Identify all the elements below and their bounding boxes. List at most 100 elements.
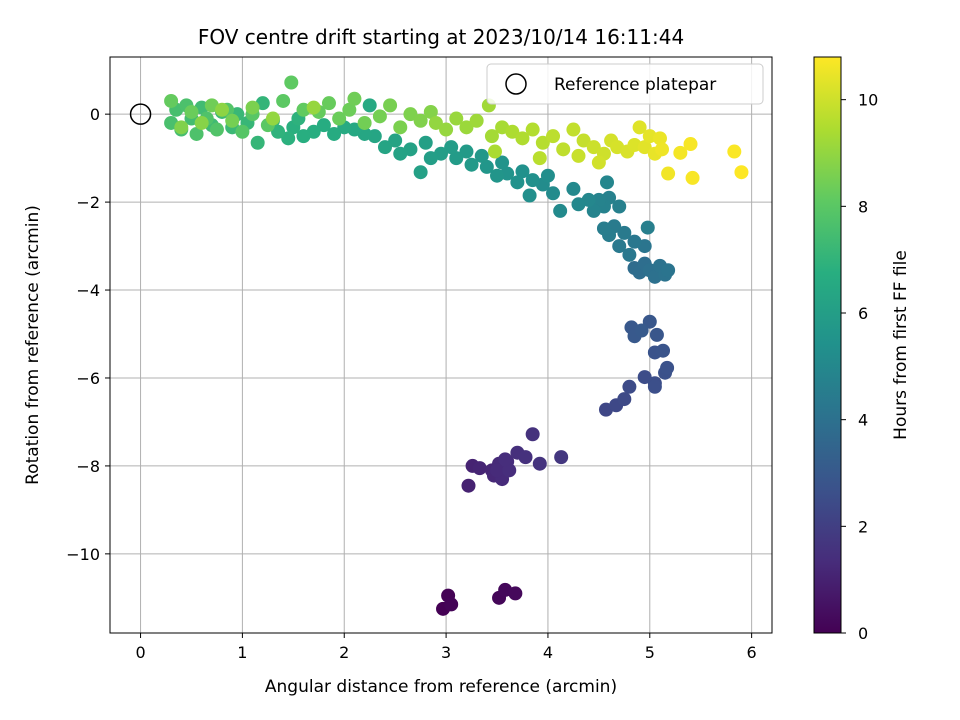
data-point xyxy=(439,122,454,137)
data-point xyxy=(586,203,601,218)
data-point xyxy=(683,137,698,152)
data-point xyxy=(515,164,530,179)
data-point xyxy=(661,263,676,278)
data-point xyxy=(265,111,280,126)
data-point xyxy=(634,323,649,338)
y-tick-label: −8 xyxy=(76,457,100,476)
data-point xyxy=(281,131,296,146)
data-point xyxy=(649,327,664,342)
data-point xyxy=(449,151,464,166)
axis-ticks: 0 1 2 3 4 5 6 0 −2 −4 −6 −8 −10 xyxy=(66,105,756,662)
x-axis-label: Angular distance from reference (arcmin) xyxy=(265,677,617,697)
data-point xyxy=(586,140,601,155)
colorbar-tick-label: 2 xyxy=(858,517,868,536)
data-point xyxy=(632,120,647,135)
data-point xyxy=(532,456,547,471)
data-point xyxy=(685,170,700,185)
data-point xyxy=(413,113,428,128)
data-point xyxy=(515,131,530,146)
data-point xyxy=(209,122,224,137)
data-point xyxy=(225,113,240,128)
colorbar-label: Hours from first FF file xyxy=(891,250,911,440)
x-tick-label: 5 xyxy=(645,643,655,662)
data-point xyxy=(727,144,742,159)
colorbar-tick-label: 8 xyxy=(858,197,868,216)
data-point xyxy=(469,113,484,128)
data-point xyxy=(321,96,336,111)
data-point xyxy=(342,102,357,117)
colorbar-tick-label: 10 xyxy=(858,91,878,110)
data-point xyxy=(423,104,438,119)
data-point xyxy=(566,181,581,196)
data-point xyxy=(553,203,568,218)
y-axis-label: Rotation from reference (arcmin) xyxy=(23,205,43,485)
data-point xyxy=(566,122,581,137)
data-point xyxy=(459,120,474,135)
data-point xyxy=(271,124,286,139)
data-point xyxy=(535,135,550,150)
data-point xyxy=(464,157,479,172)
data-point xyxy=(591,155,606,170)
plot-area: 0 1 2 3 4 5 6 0 −2 −4 −6 −8 −10 xyxy=(66,56,773,662)
data-point xyxy=(423,151,438,166)
data-point xyxy=(284,75,299,90)
colorbar: 0 2 4 6 8 10 Hours from first FF file xyxy=(813,56,911,643)
data-point xyxy=(647,379,662,394)
data-point xyxy=(245,100,260,115)
data-point xyxy=(612,239,627,254)
data-point xyxy=(525,122,540,137)
data-point xyxy=(164,93,179,108)
data-point xyxy=(174,120,189,135)
data-point xyxy=(571,197,586,212)
data-point xyxy=(652,131,667,146)
data-point xyxy=(576,133,591,148)
data-point xyxy=(622,247,637,262)
y-tick-label: 0 xyxy=(90,105,100,124)
data-point xyxy=(673,145,688,160)
data-point xyxy=(484,129,499,144)
data-point xyxy=(532,151,547,166)
data-point xyxy=(383,98,398,113)
data-point xyxy=(554,450,569,465)
data-point xyxy=(332,111,347,126)
data-point xyxy=(596,221,611,236)
colorbar-tick-label: 0 xyxy=(858,624,868,643)
data-point xyxy=(388,133,403,148)
legend-box xyxy=(486,63,764,105)
chart-title: FOV centre drift starting at 2023/10/14 … xyxy=(198,25,684,49)
data-point xyxy=(194,115,209,130)
data-point xyxy=(184,104,199,119)
data-point xyxy=(235,124,250,139)
data-point xyxy=(505,124,520,139)
data-point xyxy=(403,107,418,122)
data-point xyxy=(540,168,555,183)
data-point xyxy=(377,140,392,155)
data-point xyxy=(372,109,387,124)
data-point xyxy=(498,452,513,467)
data-point xyxy=(546,129,561,144)
y-tick-label: −10 xyxy=(66,545,100,564)
data-point xyxy=(495,155,510,170)
data-point xyxy=(525,173,540,188)
data-points xyxy=(129,75,749,616)
data-point xyxy=(661,166,676,181)
data-point xyxy=(627,234,642,249)
data-point xyxy=(525,427,540,442)
x-tick-label: 4 xyxy=(543,643,553,662)
data-point xyxy=(518,450,533,465)
data-point xyxy=(487,144,502,159)
colorbar-ticks: 0 2 4 6 8 10 xyxy=(841,91,878,643)
colorbar-gradient xyxy=(813,56,842,634)
data-point xyxy=(428,115,443,130)
data-point xyxy=(444,140,459,155)
data-point xyxy=(393,146,408,161)
x-tick-label: 6 xyxy=(747,643,757,662)
data-point xyxy=(444,597,459,612)
data-point xyxy=(655,142,670,157)
data-point xyxy=(449,111,464,126)
x-tick-label: 1 xyxy=(237,643,247,662)
data-point xyxy=(510,175,525,190)
data-point xyxy=(490,168,505,183)
data-point xyxy=(556,142,571,157)
